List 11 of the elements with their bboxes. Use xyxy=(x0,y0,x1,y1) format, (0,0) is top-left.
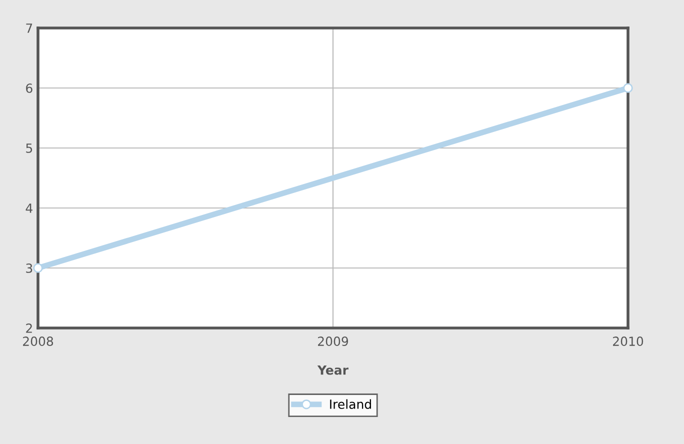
y-tick-label: 2 xyxy=(26,323,32,333)
y-tick-label: 7 xyxy=(26,24,32,33)
y-tick-label: 5 xyxy=(26,144,32,153)
x-tick-label: 2010 xyxy=(613,336,644,346)
x-axis-title: Year xyxy=(317,365,348,375)
x-tick-label: 2009 xyxy=(318,336,348,346)
y-tick-label: 6 xyxy=(26,83,32,93)
x-tick-label: 2008 xyxy=(23,336,54,346)
y-tick-label: 3 xyxy=(26,263,32,273)
legend-label: Ireland xyxy=(330,399,371,409)
y-tick-label: 4 xyxy=(26,204,32,213)
